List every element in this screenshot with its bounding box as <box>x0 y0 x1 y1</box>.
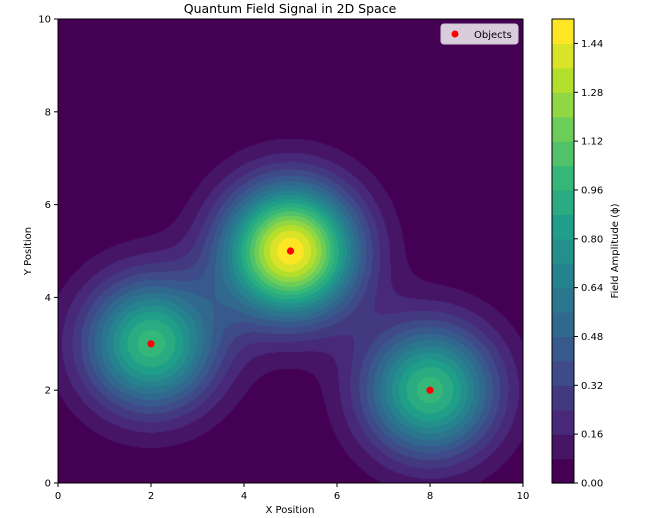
colorbar-bands <box>552 19 574 484</box>
y-tick-label: 10 <box>38 15 51 26</box>
colorbar-tick-label: 0.16 <box>581 430 603 441</box>
plot-area <box>57 18 524 484</box>
colorbar-band <box>552 238 574 264</box>
colorbar-band <box>552 19 574 45</box>
x-axis-label: X Position <box>266 505 315 516</box>
x-tick-label: 10 <box>517 491 530 502</box>
y-tick-label: 2 <box>45 386 51 397</box>
colorbar-band <box>552 165 574 191</box>
colorbar: 0.00 0.16 0.32 0.48 0.64 0.80 0.96 1.12 1.28 1.44… <box>551 18 621 490</box>
object-point <box>147 340 155 348</box>
x-tick-label: 4 <box>241 491 247 502</box>
colorbar-band <box>552 141 574 167</box>
colorbar-tick-label: 0.64 <box>581 283 603 294</box>
colorbar-band <box>552 92 574 118</box>
colorbar-band <box>552 458 574 484</box>
object-point <box>286 247 295 255</box>
colorbar-tick-label: 0.80 <box>581 234 603 245</box>
colorbar-frame <box>551 18 575 484</box>
colorbar-band <box>552 116 574 142</box>
colorbar-band <box>552 409 574 435</box>
x-axis: 0 2 4 6 8 10 <box>55 483 530 502</box>
colorbar-tick-label: 0.96 <box>581 185 603 196</box>
y-tick-label: 0 <box>45 479 51 490</box>
colorbar-label: Field Amplitude (ϕ) <box>610 203 621 298</box>
colorbar-tick-label: 0.48 <box>581 332 603 343</box>
y-axis: 0 2 4 6 8 10 <box>38 15 58 490</box>
colorbar-ticks: 0.00 0.16 0.32 0.48 0.64 0.80 0.96 1.12 1.28 1.44 <box>574 39 603 490</box>
x-tick-label: 6 <box>334 491 340 502</box>
legend-label-objects: Objects <box>474 30 512 41</box>
y-axis-label: Y Position <box>23 227 34 276</box>
y-tick-label: 8 <box>45 107 51 118</box>
x-tick-label: 8 <box>427 491 433 502</box>
plot-frame <box>57 18 524 484</box>
colorbar-tick-label: 0.00 <box>581 479 603 490</box>
x-tick-label: 0 <box>55 491 61 502</box>
colorbar-band <box>552 336 574 362</box>
colorbar-band <box>552 263 574 289</box>
colorbar-band <box>552 312 574 338</box>
colorbar-tick-label: 1.28 <box>581 88 603 99</box>
colorbar-band <box>552 43 574 69</box>
object-markers <box>147 247 434 394</box>
colorbar-tick-label: 1.12 <box>581 137 603 148</box>
colorbar-band <box>552 434 574 460</box>
colorbar-band <box>552 360 574 386</box>
colorbar-band <box>552 385 574 411</box>
colorbar-band <box>552 189 574 215</box>
colorbar-band <box>552 67 574 93</box>
colorbar-tick-label: 1.44 <box>581 39 603 50</box>
legend-box <box>440 23 519 45</box>
object-point <box>426 386 434 394</box>
x-tick-label: 2 <box>148 491 154 502</box>
colorbar-band <box>552 214 574 240</box>
y-tick-label: 6 <box>45 200 51 211</box>
legend: Objects <box>440 23 519 45</box>
chart-title: Quantum Field Signal in 2D Space <box>184 1 397 16</box>
colorbar-band <box>552 287 574 313</box>
y-tick-label: 4 <box>45 293 51 304</box>
legend-marker-objects <box>451 30 459 38</box>
colorbar-tick-label: 0.32 <box>581 381 603 392</box>
